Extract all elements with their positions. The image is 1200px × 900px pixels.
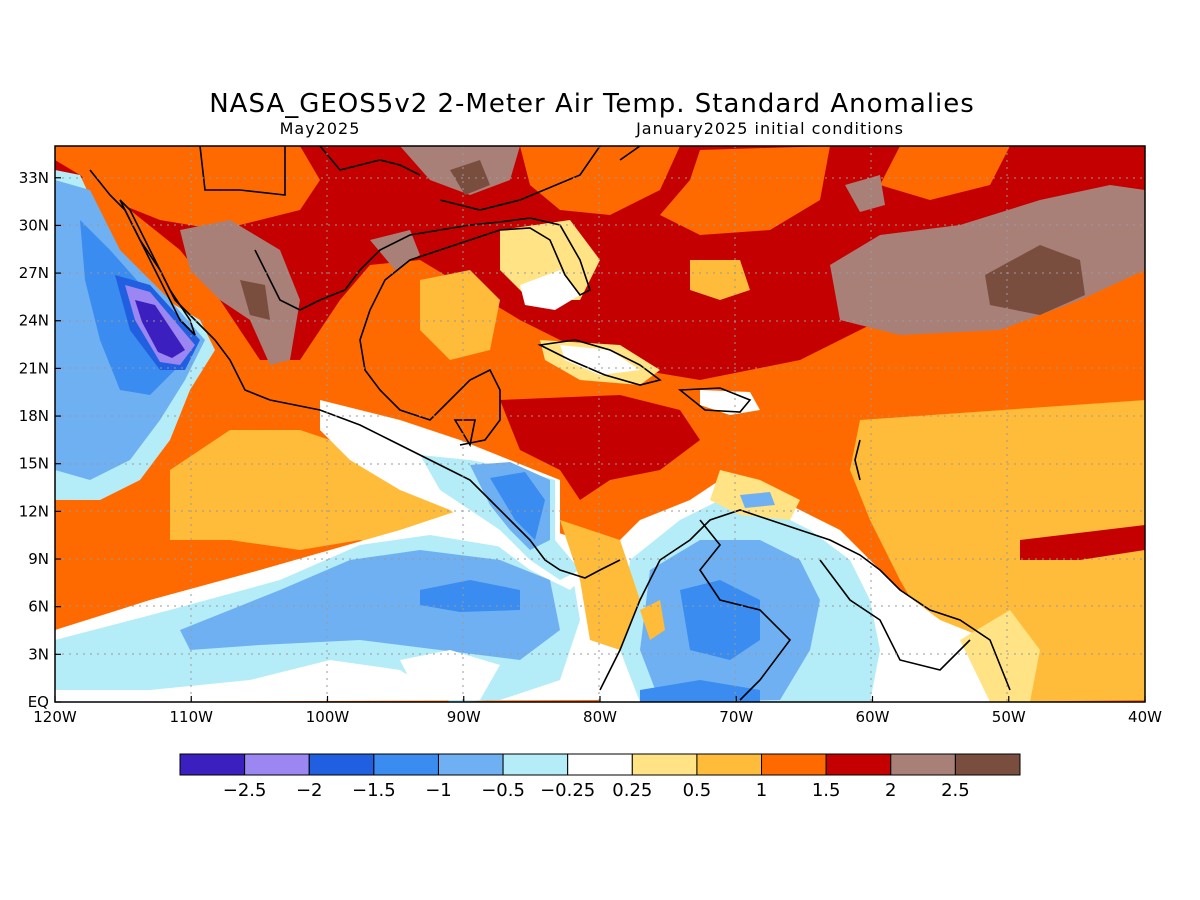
colorbar-swatch [954,753,1021,776]
colorbar: −2.5 −2 −1.5 −1 −0.5 −0.25 0.25 0.5 1 1.5 2 2.5 [179,753,1021,801]
colorbar-swatch [761,753,827,776]
colorbar-label: −0.5 [481,780,525,801]
lat-tick-label: 33N [19,169,49,187]
initial-conditions-label: January2025 initial conditions [635,119,904,138]
lon-tick-label: 50W [992,708,1026,726]
lat-tick-label: 12N [19,502,49,520]
colorbar-swatch [567,753,633,776]
grid-lines [55,146,1145,702]
colorbar-label: 0.25 [612,780,652,801]
colorbar-swatch [437,753,504,776]
valid-month-label: May2025 [280,119,361,138]
colorbar-label: 1 [756,780,767,801]
colorbar-label: 1.5 [812,780,841,801]
colorbar-label: −1.5 [352,780,396,801]
lon-tick-label: 80W [583,708,617,726]
colorbar-swatch [308,753,375,776]
lat-tick-label: 3N [28,645,49,663]
lat-tick-label: 24N [19,312,49,330]
colorbar-swatch [825,753,892,776]
anomaly-field [55,146,1145,702]
colorbar-swatch [502,753,569,776]
colorbar-swatch [244,753,310,776]
lon-tick-label: 120W [33,708,77,726]
colorbar-swatch [179,753,246,776]
lat-tick-label: 21N [19,359,49,377]
lat-tick-label: 30N [19,216,49,234]
lon-tick-label: 70W [719,708,753,726]
lon-tick-label: 90W [447,708,481,726]
colorbar-label: 2.5 [941,780,970,801]
colorbar-label: −2 [296,780,323,801]
colorbar-label: 2 [885,780,896,801]
lat-tick-label: EQ [28,693,49,711]
colorbar-label: 0.5 [683,780,712,801]
colorbar-swatch [631,753,698,776]
colorbar-label: −0.25 [540,780,595,801]
colorbar-swatch [373,753,439,776]
lat-tick-label: 27N [19,264,49,282]
lat-tick-label: 6N [28,598,49,616]
lon-tick-label: 100W [306,708,350,726]
longitude-axis: 120W 110W 100W 90W 80W 70W 60W 50W 40W [33,696,1162,726]
lon-tick-label: 40W [1128,708,1162,726]
lon-tick-label: 110W [170,708,214,726]
lon-tick-label: 60W [856,708,890,726]
colorbar-label: −2.5 [223,780,267,801]
colorbar-label: −1 [425,780,452,801]
colorbar-swatch [696,753,763,776]
lat-tick-label: 18N [19,407,49,425]
lat-tick-label: 15N [19,455,49,473]
latitude-axis: EQ 3N 6N 9N 12N 15N 18N 21N 24N 27N 30N 33N [19,169,61,711]
colorbar-swatch [890,753,956,776]
map-title: NASA_GEOS5v2 2-Meter Air Temp. Standard … [209,89,975,119]
lat-tick-label: 9N [28,550,49,568]
coastlines [89,146,1011,701]
